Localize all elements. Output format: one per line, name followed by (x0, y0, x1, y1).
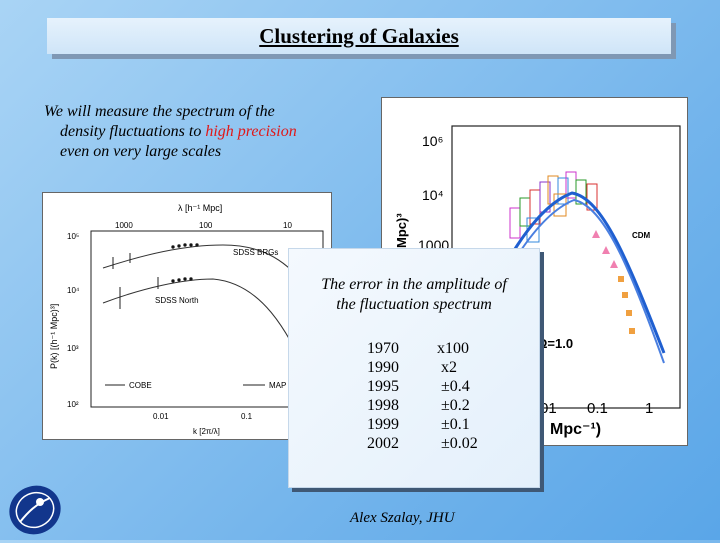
left-top-tick-100: 100 (199, 221, 213, 230)
intro-line-1: We will measure the spectrum of the (44, 103, 275, 120)
callout-factor: ±0.02 (441, 435, 478, 452)
right-x-axis-label: Mpc⁻¹) (550, 421, 601, 438)
callout-year: 1999 (367, 416, 399, 433)
title-banner: Clustering of Galaxies (47, 18, 671, 54)
left-label-map: MAP (269, 381, 286, 390)
right-x-tick-1: 1 (645, 400, 653, 417)
right-label-omega: Ω=1.0 (537, 336, 573, 351)
right-markers (592, 230, 635, 334)
callout-factor: x2 (441, 359, 457, 376)
intro-highlight: high precision (205, 123, 297, 140)
callout-heading: The error in the amplitude of the fluctu… (289, 275, 539, 315)
slide-title: Clustering of Galaxies (259, 23, 459, 48)
callout-factor: x100 (437, 340, 469, 357)
right-y-axis-label: Mpc)³ (394, 213, 409, 248)
callout-year: 1970 (367, 340, 399, 357)
left-y-tick-4: 10⁴ (67, 286, 80, 295)
callout-line-1: The error in the amplitude of (321, 276, 507, 293)
left-y-tick-3: 10³ (67, 344, 79, 353)
left-curve-brgs (102, 244, 306, 286)
right-y-tick-4: 10⁴ (422, 187, 444, 203)
left-y-axis-label: P(k) [(h⁻¹ Mpc)³] (49, 304, 59, 369)
right-x-tick-01: 01 (540, 400, 557, 417)
left-top-tick-1000: 1000 (115, 221, 133, 230)
callout-factor: ±0.2 (441, 397, 470, 414)
right-label-cdm: CDM (632, 231, 651, 240)
left-data-points (112, 243, 199, 309)
callout-line-2: the fluctuation spectrum (336, 296, 492, 313)
callout-year: 1998 (367, 397, 399, 414)
left-top-axis-label: λ [h⁻¹ Mpc] (178, 203, 222, 213)
intro-line-2: density fluctuations to high precision (44, 122, 374, 142)
right-y-tick-6: 10⁶ (422, 133, 443, 149)
left-x-tick-01: 0.1 (241, 412, 253, 421)
callout-year: 1995 (367, 378, 399, 395)
left-top-tick-10: 10 (283, 221, 292, 230)
left-label-brgs: SDSS BRGs (233, 248, 278, 257)
callout-factor: ±0.4 (441, 378, 470, 395)
left-label-cobe: COBE (129, 381, 152, 390)
power-spectrum-figure-left: λ [h⁻¹ Mpc] 1000 100 10 P(k) [(h⁻¹ Mpc)³… (42, 192, 332, 440)
callout-factor: ±0.1 (441, 416, 470, 433)
jhu-logo-icon (6, 482, 64, 538)
author-credit: Alex Szalay, JHU (350, 510, 455, 526)
left-y-tick-5: 10⁵ (67, 232, 79, 241)
callout-factors-column: x100 x2 ±0.4 ±0.2 ±0.1 ±0.02 (437, 339, 478, 453)
left-x-tick-001: 0.01 (153, 412, 169, 421)
callout-year: 2002 (367, 435, 399, 452)
right-error-boxes (509, 171, 598, 243)
intro-text: We will measure the spectrum of the dens… (44, 102, 374, 162)
left-label-north: SDSS North (155, 296, 199, 305)
left-y-tick-2: 10² (67, 400, 79, 409)
error-amplitude-callout: The error in the amplitude of the fluctu… (288, 248, 540, 488)
intro-line-2-text: density fluctuations to (60, 123, 206, 140)
callout-year: 1990 (367, 359, 399, 376)
right-x-tick-0-1: 0.1 (587, 400, 608, 417)
left-x-axis-label: k [2π/λ] (193, 427, 220, 436)
callout-years-column: 1970 1990 1995 1998 1999 2002 (367, 339, 399, 453)
intro-line-3: even on very large scales (60, 143, 222, 160)
